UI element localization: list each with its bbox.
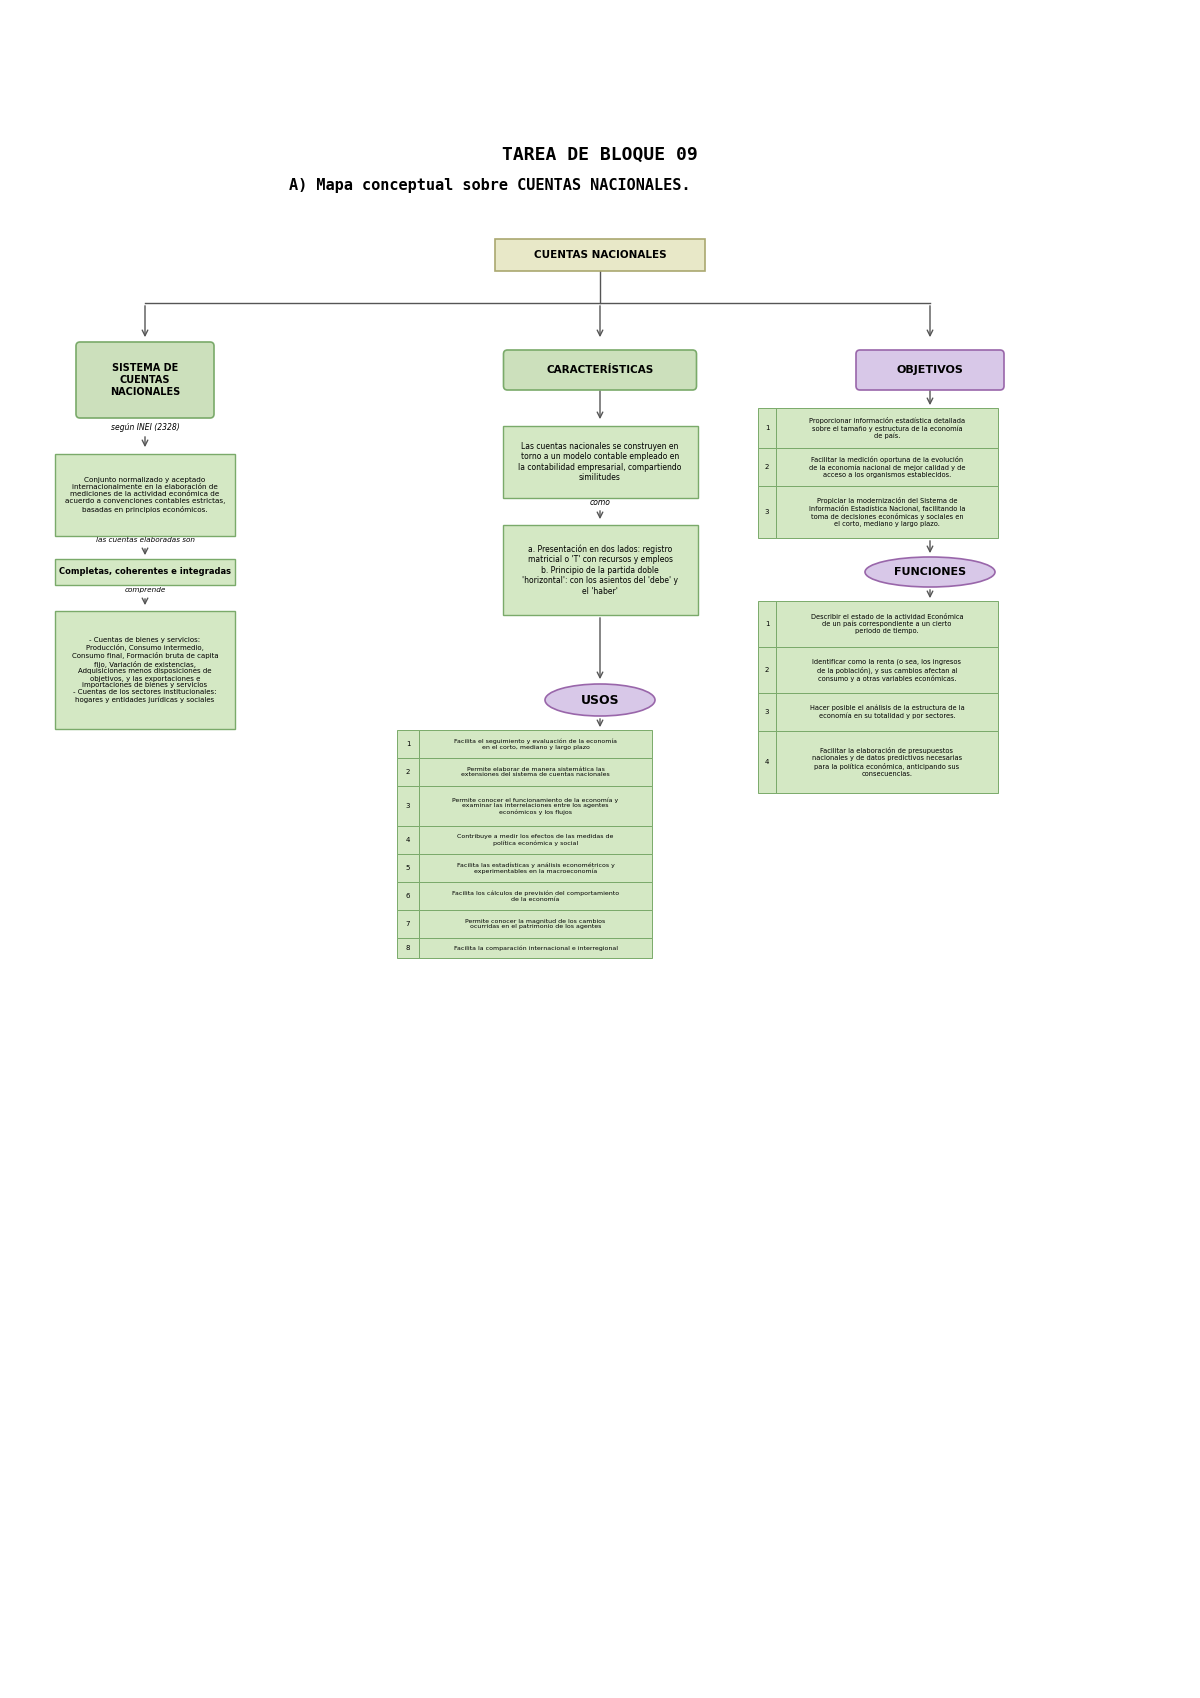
FancyBboxPatch shape bbox=[55, 453, 235, 537]
Text: Hacer posible el análisis de la estructura de la
economía en su totalidad y por : Hacer posible el análisis de la estructu… bbox=[810, 705, 965, 718]
Text: 1: 1 bbox=[764, 621, 769, 627]
Text: SISTEMA DE
CUENTAS
NACIONALES: SISTEMA DE CUENTAS NACIONALES bbox=[110, 363, 180, 397]
Text: Permite elaborar de manera sistemática las
extensiones del sistema de cuentas na: Permite elaborar de manera sistemática l… bbox=[461, 766, 610, 778]
FancyBboxPatch shape bbox=[397, 937, 419, 958]
Text: 3: 3 bbox=[764, 509, 769, 514]
FancyBboxPatch shape bbox=[856, 350, 1004, 391]
FancyBboxPatch shape bbox=[776, 647, 998, 693]
FancyBboxPatch shape bbox=[758, 732, 776, 793]
FancyBboxPatch shape bbox=[496, 239, 706, 272]
Text: Facilitar la elaboración de presupuestos
nacionales y de datos predictivos neces: Facilitar la elaboración de presupuestos… bbox=[812, 747, 962, 776]
Ellipse shape bbox=[865, 557, 995, 588]
Text: Facilita el seguimiento y evaluación de la economía
en el corto, mediano y largo: Facilita el seguimiento y evaluación de … bbox=[454, 739, 617, 749]
Text: Facilitar la medición oportuna de la evolución
de la economía nacional de mejor : Facilitar la medición oportuna de la evo… bbox=[809, 457, 965, 477]
Text: Describir el estado de la actividad Económica
de un país correspondiente a un ci: Describir el estado de la actividad Econ… bbox=[811, 613, 964, 635]
Text: A) Mapa conceptual sobre CUENTAS NACIONALES.: A) Mapa conceptual sobre CUENTAS NACIONA… bbox=[289, 178, 691, 192]
FancyBboxPatch shape bbox=[397, 854, 419, 881]
FancyBboxPatch shape bbox=[776, 601, 998, 647]
Text: a. Presentación en dos lados: registro
matricial o 'T' con recursos y empleos
b.: a. Presentación en dos lados: registro m… bbox=[522, 545, 678, 596]
Text: CARACTERÍSTICAS: CARACTERÍSTICAS bbox=[546, 365, 654, 375]
FancyBboxPatch shape bbox=[758, 486, 776, 538]
Text: Permite conocer el funcionamiento de la economía y
examinar las interrelaciones : Permite conocer el funcionamiento de la … bbox=[452, 796, 619, 815]
FancyBboxPatch shape bbox=[419, 910, 652, 937]
FancyBboxPatch shape bbox=[758, 693, 776, 732]
Text: Facilita los cálculos de previsión del comportamiento
de la economía: Facilita los cálculos de previsión del c… bbox=[452, 890, 619, 902]
FancyBboxPatch shape bbox=[55, 611, 235, 728]
FancyBboxPatch shape bbox=[419, 937, 652, 958]
FancyBboxPatch shape bbox=[76, 341, 214, 418]
Text: Facilita la comparación internacional e interregional: Facilita la comparación internacional e … bbox=[454, 946, 618, 951]
Text: Propiciar la modernización del Sistema de
Información Estadística Nacional, faci: Propiciar la modernización del Sistema d… bbox=[809, 498, 965, 526]
FancyBboxPatch shape bbox=[758, 647, 776, 693]
Text: 5: 5 bbox=[406, 864, 410, 871]
FancyBboxPatch shape bbox=[776, 732, 998, 793]
FancyBboxPatch shape bbox=[776, 693, 998, 732]
Text: comprende: comprende bbox=[125, 588, 166, 593]
FancyBboxPatch shape bbox=[776, 408, 998, 448]
Text: CUENTAS NACIONALES: CUENTAS NACIONALES bbox=[534, 250, 666, 260]
FancyBboxPatch shape bbox=[419, 881, 652, 910]
Text: 2: 2 bbox=[764, 667, 769, 672]
Text: Contribuye a medir los efectos de las medidas de
política económica y social: Contribuye a medir los efectos de las me… bbox=[457, 834, 613, 846]
FancyBboxPatch shape bbox=[397, 881, 419, 910]
FancyBboxPatch shape bbox=[397, 730, 419, 757]
Text: Las cuentas nacionales se construyen en
torno a un modelo contable empleado en
l: Las cuentas nacionales se construyen en … bbox=[518, 441, 682, 482]
Text: las cuentas elaboradas son: las cuentas elaboradas son bbox=[96, 537, 194, 543]
Text: - Cuentas de bienes y servicios:
Producción, Consumo intermedio,
Consumo final, : - Cuentas de bienes y servicios: Producc… bbox=[72, 637, 218, 703]
FancyBboxPatch shape bbox=[397, 825, 419, 854]
Text: Facilita las estadísticas y análisis econométricos y
experimentables en la macro: Facilita las estadísticas y análisis eco… bbox=[456, 863, 614, 874]
FancyBboxPatch shape bbox=[503, 426, 697, 498]
Text: 7: 7 bbox=[406, 920, 410, 927]
Text: 6: 6 bbox=[406, 893, 410, 898]
FancyBboxPatch shape bbox=[776, 486, 998, 538]
Text: TAREA DE BLOQUE 09: TAREA DE BLOQUE 09 bbox=[502, 146, 698, 165]
FancyBboxPatch shape bbox=[419, 730, 652, 757]
Text: 4: 4 bbox=[764, 759, 769, 766]
Text: 3: 3 bbox=[406, 803, 410, 808]
FancyBboxPatch shape bbox=[397, 757, 419, 786]
FancyBboxPatch shape bbox=[419, 854, 652, 881]
Text: FUNCIONES: FUNCIONES bbox=[894, 567, 966, 577]
FancyBboxPatch shape bbox=[504, 350, 696, 391]
Text: Completas, coherentes e integradas: Completas, coherentes e integradas bbox=[59, 567, 230, 577]
Text: 1: 1 bbox=[764, 424, 769, 431]
FancyBboxPatch shape bbox=[758, 601, 776, 647]
FancyBboxPatch shape bbox=[397, 786, 419, 825]
Text: Proporcionar información estadística detallada
sobre el tamaño y estructura de l: Proporcionar información estadística det… bbox=[809, 418, 965, 440]
Text: OBJETIVOS: OBJETIVOS bbox=[896, 365, 964, 375]
Text: 2: 2 bbox=[406, 769, 410, 774]
Ellipse shape bbox=[545, 684, 655, 717]
FancyBboxPatch shape bbox=[55, 559, 235, 586]
FancyBboxPatch shape bbox=[419, 825, 652, 854]
FancyBboxPatch shape bbox=[419, 786, 652, 825]
Text: 3: 3 bbox=[764, 710, 769, 715]
Text: 1: 1 bbox=[406, 740, 410, 747]
FancyBboxPatch shape bbox=[758, 408, 776, 448]
Text: Conjunto normalizado y aceptado
internacionalmente en la elaboración de
medicion: Conjunto normalizado y aceptado internac… bbox=[65, 477, 226, 513]
FancyBboxPatch shape bbox=[397, 910, 419, 937]
Text: según INEI (2328): según INEI (2328) bbox=[110, 423, 179, 431]
FancyBboxPatch shape bbox=[419, 757, 652, 786]
FancyBboxPatch shape bbox=[503, 525, 697, 615]
FancyBboxPatch shape bbox=[758, 448, 776, 486]
Text: Permite conocer la magnitud de los cambios
ocurridas en el patrimonio de los age: Permite conocer la magnitud de los cambi… bbox=[466, 919, 606, 929]
FancyBboxPatch shape bbox=[776, 448, 998, 486]
Text: 8: 8 bbox=[406, 946, 410, 951]
Text: 2: 2 bbox=[764, 464, 769, 470]
Text: Identificar como la renta (o sea, los ingresos
de la población), y sus cambios a: Identificar como la renta (o sea, los in… bbox=[812, 659, 961, 681]
Text: como: como bbox=[589, 498, 611, 506]
Text: 4: 4 bbox=[406, 837, 410, 842]
Text: USOS: USOS bbox=[581, 693, 619, 706]
